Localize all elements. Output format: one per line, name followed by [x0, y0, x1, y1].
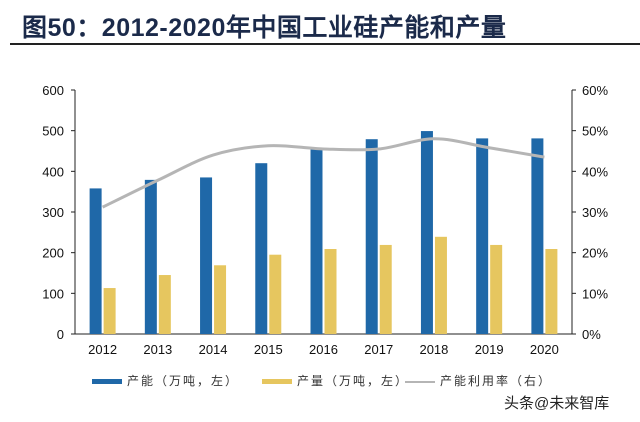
- bar-capacity: [531, 138, 544, 334]
- bar-production: [214, 265, 227, 334]
- bar-production: [434, 236, 447, 334]
- bar-capacity: [420, 131, 433, 334]
- x-tick-label: 2013: [143, 342, 172, 357]
- bar-production: [269, 254, 282, 334]
- bar-capacity: [144, 179, 157, 334]
- legend-label-utilization: 产能利用率（右）: [440, 374, 553, 388]
- x-tick-label: 2020: [530, 342, 559, 357]
- bar-production: [324, 249, 337, 334]
- left-tick-label: 200: [42, 246, 64, 261]
- x-tick-label: 2019: [475, 342, 504, 357]
- left-tick-label: 300: [42, 205, 64, 220]
- x-tick-label: 2012: [88, 342, 117, 357]
- left-tick-label: 0: [57, 327, 64, 342]
- title-divider: [10, 43, 640, 45]
- legend-swatch-production: [262, 379, 292, 384]
- left-tick-label: 100: [42, 286, 64, 301]
- bar-production: [490, 244, 503, 334]
- bar-capacity: [310, 148, 323, 334]
- right-tick-label: 60%: [582, 83, 608, 98]
- bar-capacity: [200, 177, 213, 334]
- left-tick-label: 500: [42, 124, 64, 139]
- legend-label-capacity: 产能（万吨，左）: [127, 374, 240, 388]
- bar-capacity: [365, 139, 378, 334]
- legend-label-production: 产量（万吨，左）: [297, 374, 410, 388]
- right-tick-label: 0%: [582, 327, 601, 342]
- bar-capacity: [89, 188, 102, 334]
- bar-production: [379, 244, 392, 334]
- right-tick-label: 50%: [582, 124, 608, 139]
- right-tick-label: 10%: [582, 286, 608, 301]
- x-tick-label: 2016: [309, 342, 338, 357]
- legend-swatch-utilization: [405, 381, 435, 383]
- right-tick-label: 40%: [582, 164, 608, 179]
- bar-capacity: [255, 163, 268, 334]
- x-tick-label: 2018: [419, 342, 448, 357]
- right-tick-label: 30%: [582, 205, 608, 220]
- x-tick-label: 2014: [199, 342, 228, 357]
- left-tick-label: 600: [42, 83, 64, 98]
- watermark: 头条@未来智库: [504, 395, 610, 412]
- x-tick-label: 2015: [254, 342, 283, 357]
- legend-swatch-capacity: [92, 379, 122, 384]
- left-tick-label: 400: [42, 164, 64, 179]
- x-tick-label: 2017: [364, 342, 393, 357]
- bar-production: [103, 288, 116, 334]
- bar-production: [545, 249, 558, 334]
- chart-title: 图50：2012-2020年中国工业硅产能和产量: [22, 14, 507, 42]
- right-tick-label: 20%: [582, 246, 608, 261]
- bar-capacity: [476, 138, 489, 334]
- bar-production: [158, 275, 171, 334]
